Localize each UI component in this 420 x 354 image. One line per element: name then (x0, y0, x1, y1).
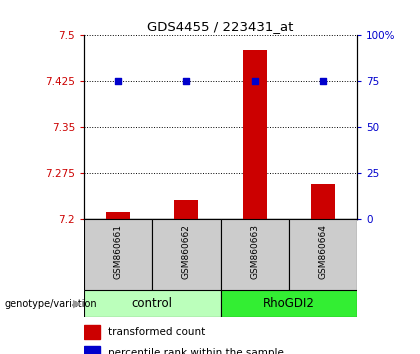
Text: percentile rank within the sample: percentile rank within the sample (108, 348, 284, 354)
Bar (243, 50, 267, 219)
Bar (106, 211, 130, 219)
Bar (84, 290, 220, 317)
Point (320, 79, 326, 84)
Bar (220, 219, 289, 290)
Point (251, 79, 258, 84)
Bar (220, 290, 357, 317)
Point (115, 79, 121, 84)
Text: GSM860663: GSM860663 (250, 224, 259, 279)
Text: RhoGDI2: RhoGDI2 (263, 297, 315, 310)
Bar (84, 219, 152, 290)
Bar (289, 219, 357, 290)
Bar (174, 200, 198, 219)
Text: GSM860661: GSM860661 (114, 224, 123, 279)
Title: GDS4455 / 223431_at: GDS4455 / 223431_at (147, 20, 294, 33)
Text: transformed count: transformed count (108, 327, 205, 337)
Text: control: control (132, 297, 173, 310)
Text: GSM860664: GSM860664 (318, 224, 327, 279)
Bar (84, 346, 100, 354)
Text: ▶: ▶ (74, 298, 82, 309)
Text: GSM860662: GSM860662 (182, 224, 191, 279)
Point (183, 79, 190, 84)
Bar (311, 184, 335, 219)
Text: genotype/variation: genotype/variation (4, 298, 97, 309)
Bar (152, 219, 221, 290)
Bar (84, 325, 100, 339)
